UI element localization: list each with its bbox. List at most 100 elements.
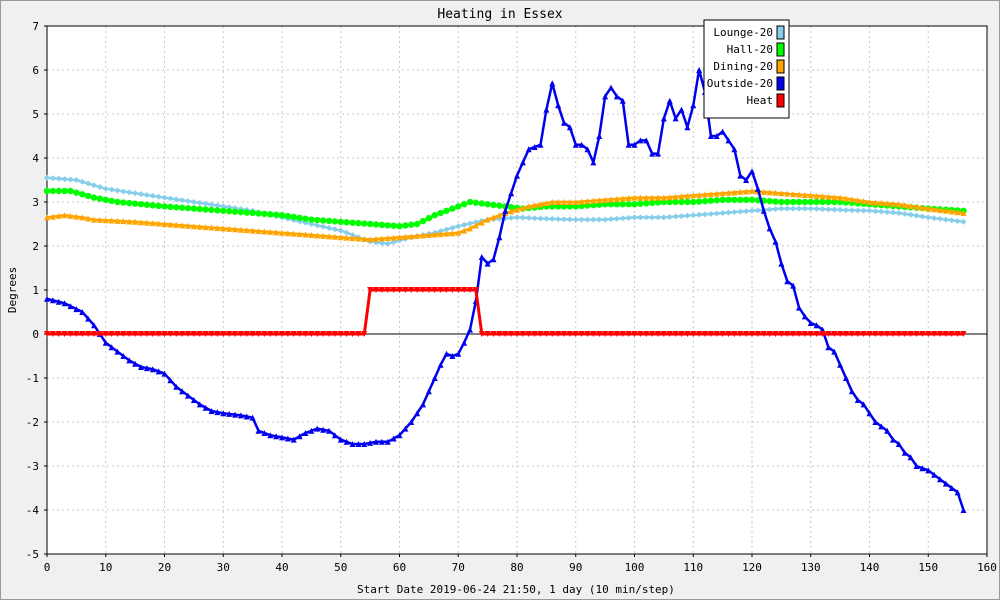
data-point — [114, 348, 121, 355]
data-point — [173, 196, 180, 203]
data-point — [584, 198, 591, 205]
data-point — [742, 196, 750, 203]
data-point — [713, 133, 720, 139]
data-point — [284, 212, 292, 220]
data-point — [895, 331, 902, 337]
data-point — [749, 331, 755, 337]
data-point — [414, 287, 421, 293]
data-point — [596, 197, 603, 204]
data-point — [185, 198, 191, 205]
data-point — [179, 331, 186, 337]
data-point — [666, 213, 673, 220]
data-point — [367, 439, 374, 446]
data-point — [337, 331, 344, 337]
data-point — [878, 331, 885, 337]
data-point — [249, 209, 256, 217]
data-point — [778, 198, 785, 206]
legend-swatch-hall-20 — [776, 42, 785, 57]
data-point — [314, 232, 321, 239]
data-point — [443, 350, 450, 357]
data-point — [173, 221, 180, 228]
data-point — [261, 331, 268, 337]
data-point — [114, 217, 121, 224]
data-point — [825, 344, 832, 351]
data-point — [578, 198, 585, 205]
data-point — [602, 196, 609, 203]
data-point — [925, 467, 932, 474]
data-point — [331, 432, 338, 439]
data-point — [472, 199, 480, 206]
data-point — [760, 207, 767, 214]
data-point — [190, 223, 197, 230]
data-point — [185, 222, 191, 229]
data-point — [437, 209, 444, 217]
data-point — [913, 203, 920, 210]
data-point — [848, 331, 855, 337]
legend-box — [703, 19, 790, 119]
data-point — [196, 205, 203, 213]
data-point — [455, 287, 462, 293]
data-point — [942, 207, 949, 214]
data-point — [290, 230, 297, 237]
data-point — [561, 331, 567, 337]
data-point — [408, 233, 415, 240]
data-point — [613, 331, 620, 337]
data-point — [366, 220, 374, 228]
data-point — [61, 212, 68, 219]
data-point — [390, 234, 397, 241]
data-point — [713, 210, 720, 217]
data-point — [807, 198, 814, 206]
data-point — [443, 287, 450, 293]
data-point — [514, 331, 520, 337]
data-point — [102, 331, 109, 337]
data-point — [73, 331, 80, 337]
data-point — [79, 309, 86, 315]
data-point — [437, 361, 444, 368]
data-point — [825, 206, 832, 213]
data-point — [649, 214, 656, 221]
data-point — [202, 200, 209, 207]
data-point — [44, 174, 50, 181]
data-point — [284, 230, 291, 237]
data-point — [537, 215, 544, 222]
data-point — [255, 331, 262, 337]
legend-label-heat: Heat — [747, 94, 774, 107]
data-point — [772, 189, 779, 196]
data-point — [408, 419, 415, 425]
data-point — [425, 214, 433, 222]
data-point — [901, 331, 908, 337]
data-point — [225, 208, 233, 215]
data-point — [942, 216, 949, 223]
data-point — [684, 331, 691, 337]
data-point — [108, 217, 115, 224]
data-point — [837, 206, 844, 213]
data-point — [531, 144, 538, 150]
data-point — [149, 202, 156, 209]
data-point — [320, 331, 327, 337]
data-point — [396, 287, 403, 293]
data-point — [496, 234, 503, 241]
data-point — [625, 141, 632, 148]
data-point — [907, 202, 914, 209]
data-point — [408, 221, 415, 228]
data-point — [44, 295, 50, 302]
data-point — [467, 287, 473, 293]
data-point — [467, 326, 473, 333]
data-point — [866, 331, 873, 337]
data-point — [766, 206, 773, 213]
data-point — [948, 485, 955, 491]
data-point — [320, 223, 327, 230]
data-point — [825, 331, 832, 337]
data-point — [132, 190, 139, 197]
data-point — [760, 188, 767, 195]
data-point — [743, 331, 750, 337]
data-point — [484, 201, 491, 208]
data-point — [255, 427, 262, 434]
data-point — [90, 194, 98, 201]
x-tick-label: 80 — [510, 561, 523, 574]
data-point — [707, 197, 715, 204]
data-point — [960, 507, 967, 513]
data-point — [420, 401, 426, 408]
data-point — [484, 260, 491, 267]
data-point — [114, 331, 121, 337]
